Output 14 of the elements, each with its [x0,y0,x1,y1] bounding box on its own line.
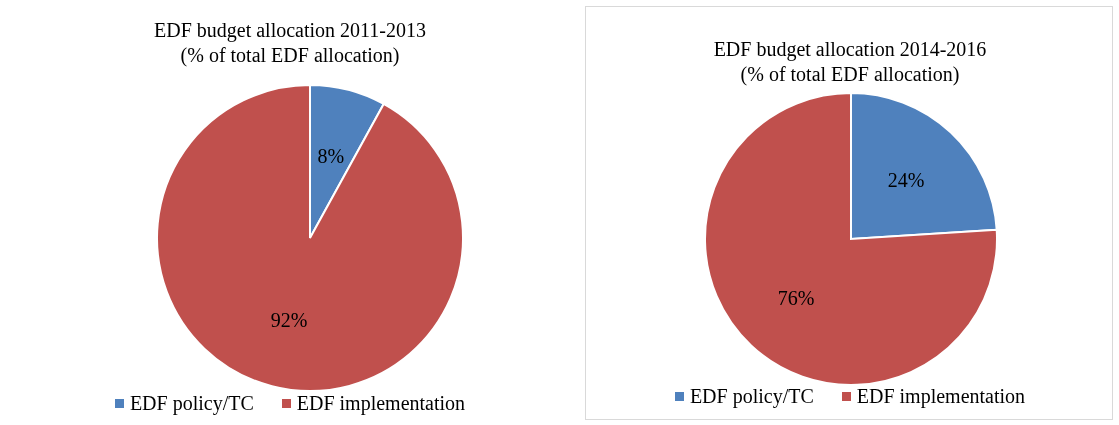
chart-subtitle: (% of total EDF allocation) [739,62,961,87]
legend-label: EDF policy/TC [129,392,254,415]
legend-label: EDF policy/TC [689,385,814,408]
pie-slice [704,92,997,385]
data-label: 8% [317,145,345,168]
chart-title: EDF budget allocation 2014-2016 [712,37,988,62]
chart-title: EDF budget allocation 2011-2013 [153,18,427,43]
pie-slice [156,84,463,391]
legend-label: EDF implementation [856,385,1026,408]
data-label: 92% [270,308,308,331]
legend-label: EDF implementation [296,392,466,415]
data-label: 24% [887,169,925,192]
chart-subtitle: (% of total EDF allocation) [179,43,401,68]
data-label: 76% [777,286,815,309]
